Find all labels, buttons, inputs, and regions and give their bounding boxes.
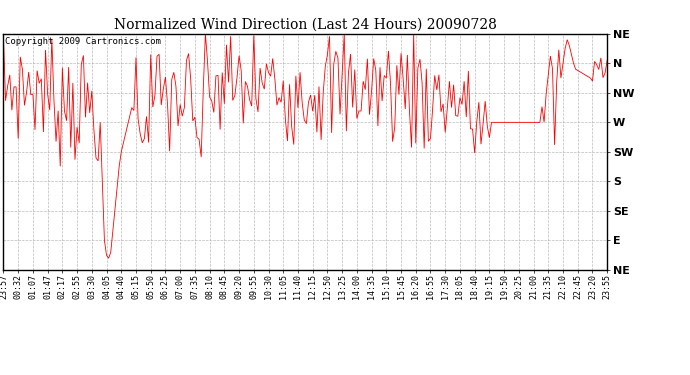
Text: Copyright 2009 Cartronics.com: Copyright 2009 Cartronics.com (5, 37, 161, 46)
Title: Normalized Wind Direction (Last 24 Hours) 20090728: Normalized Wind Direction (Last 24 Hours… (114, 17, 497, 31)
